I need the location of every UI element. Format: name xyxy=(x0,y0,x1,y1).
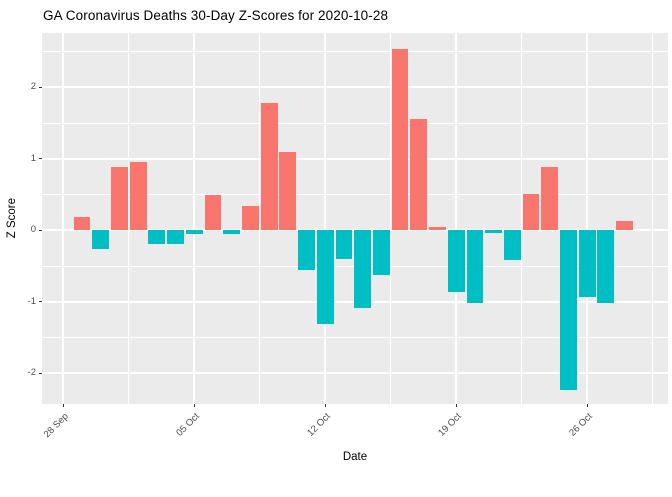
gridline-minor-x xyxy=(128,33,130,404)
gridline-minor-y xyxy=(42,51,668,53)
gridline-major-x xyxy=(324,33,327,404)
x-axis-title: Date xyxy=(342,451,368,463)
bar xyxy=(167,230,184,244)
bar xyxy=(503,230,521,260)
y-tick-label: 0 xyxy=(30,224,36,236)
bar xyxy=(522,193,540,231)
chart-figure: GA Coronavirus Deaths 30-Day Z-Scores fo… xyxy=(6,8,668,463)
bar xyxy=(597,230,615,304)
bar xyxy=(466,230,484,304)
bar xyxy=(410,118,428,231)
y-tick-mark xyxy=(39,86,42,88)
bar xyxy=(185,230,203,234)
gridline-minor-x xyxy=(652,33,654,404)
bar xyxy=(204,194,222,231)
gridline-major-y xyxy=(42,157,668,160)
bar xyxy=(223,230,241,234)
gridline-minor-x xyxy=(521,33,523,404)
bar xyxy=(354,230,372,309)
gridline-minor-y xyxy=(42,194,668,196)
bar xyxy=(148,230,166,244)
gridline-minor-x xyxy=(390,33,392,404)
gridline-major-y xyxy=(42,86,668,89)
x-tick-mark xyxy=(62,404,64,407)
x-tick-mark xyxy=(193,404,195,407)
y-tick-mark xyxy=(39,372,42,374)
gridline-minor-y xyxy=(42,337,668,339)
chart-title: GA Coronavirus Deaths 30-Day Z-Scores fo… xyxy=(43,8,389,23)
gridline-major-x xyxy=(586,33,589,404)
bar xyxy=(73,216,91,231)
gridline-minor-x xyxy=(259,33,261,404)
bar xyxy=(335,230,353,259)
gridline-major-x xyxy=(193,33,196,404)
bar xyxy=(447,230,465,292)
bar xyxy=(129,162,147,231)
y-tick-mark xyxy=(39,301,42,303)
bar xyxy=(111,167,128,231)
bar xyxy=(485,230,503,234)
plot-panel xyxy=(42,33,668,404)
bar xyxy=(279,151,297,231)
x-tick-mark xyxy=(324,404,326,407)
y-tick-label: -1 xyxy=(27,295,36,307)
y-tick-mark xyxy=(39,229,42,231)
bar xyxy=(260,103,278,231)
gridline-major-x xyxy=(62,33,65,404)
bar xyxy=(92,230,110,249)
y-tick-label: -2 xyxy=(27,367,36,379)
gridline-major-x xyxy=(455,33,458,404)
bar xyxy=(616,221,633,231)
x-tick-mark xyxy=(586,404,588,407)
gridline-major-y xyxy=(42,372,668,375)
y-tick-label: 1 xyxy=(30,152,36,164)
bar xyxy=(391,48,409,231)
gridline-minor-y xyxy=(42,122,668,124)
bar xyxy=(372,230,390,275)
y-tick-label: 2 xyxy=(30,81,36,93)
x-tick-mark xyxy=(455,404,457,407)
bar xyxy=(560,230,577,390)
bar xyxy=(316,230,334,324)
bar xyxy=(298,230,315,271)
y-tick-mark xyxy=(39,158,42,160)
bar xyxy=(578,230,596,298)
bar xyxy=(241,205,259,231)
bar xyxy=(429,227,446,231)
bar xyxy=(541,166,559,231)
